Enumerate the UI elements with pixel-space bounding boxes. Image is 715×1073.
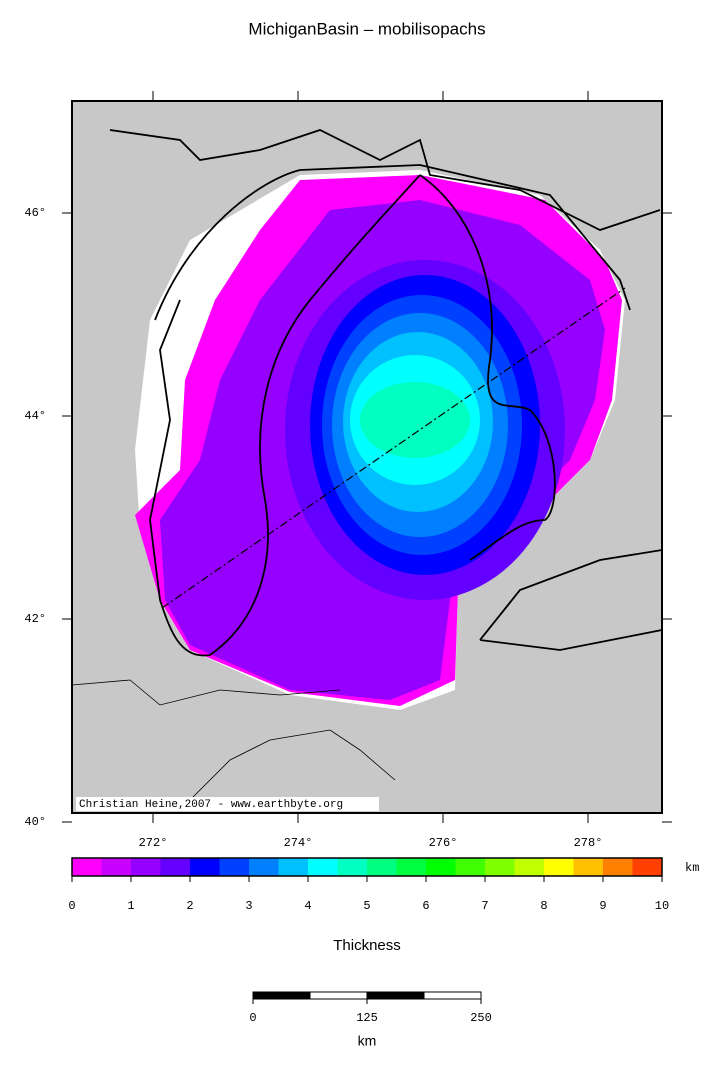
scalebar-tick-label: 125 bbox=[356, 1011, 378, 1025]
colorbar-tick-label: 7 bbox=[481, 899, 488, 913]
scalebar-segment bbox=[423, 991, 482, 1000]
colorbar-swatch bbox=[573, 858, 604, 876]
colorbar-tick-label: 8 bbox=[540, 899, 547, 913]
section-line bbox=[161, 287, 626, 609]
scalebar-tick-label: 250 bbox=[470, 1011, 492, 1025]
lat-tick-label: 42° bbox=[24, 612, 46, 626]
colorbar-swatch bbox=[72, 858, 102, 876]
colorbar-swatch bbox=[396, 858, 427, 876]
isopach-8 bbox=[360, 382, 470, 458]
map-area: Christian Heine,2007 - www.earthbyte.org bbox=[72, 101, 662, 813]
colorbar-swatch bbox=[308, 858, 338, 876]
colorbar-swatch bbox=[160, 858, 191, 876]
colorbar-swatch bbox=[603, 858, 633, 876]
lon-tick-label: 278° bbox=[574, 836, 603, 850]
scalebar-tick-label: 0 bbox=[249, 1011, 256, 1025]
map-frame bbox=[71, 100, 663, 814]
colorbar-swatch bbox=[514, 858, 545, 876]
border bbox=[72, 679, 396, 801]
lon-tick-label: 276° bbox=[429, 836, 458, 850]
colorbar-swatch bbox=[485, 858, 515, 876]
colorbar-swatch bbox=[249, 858, 279, 876]
lon-tick-label: 272° bbox=[139, 836, 168, 850]
scalebar-segment bbox=[366, 991, 425, 1000]
scalebar-unit: km bbox=[358, 1033, 377, 1049]
colorbar-swatch bbox=[426, 858, 456, 876]
colorbar-swatch bbox=[219, 858, 250, 876]
colorbar-tick-label: 0 bbox=[68, 899, 75, 913]
lat-tick-label: 46° bbox=[24, 206, 46, 220]
colorbar-swatch bbox=[632, 858, 663, 876]
colorbar-tick-label: 4 bbox=[304, 899, 311, 913]
colorbar-tick-label: 1 bbox=[127, 899, 134, 913]
colorbar-tick-label: 9 bbox=[599, 899, 606, 913]
scalebar-segment bbox=[309, 991, 368, 1000]
lon-tick-label: 274° bbox=[284, 836, 313, 850]
lat-tick-label: 40° bbox=[24, 815, 46, 829]
colorbar-swatch bbox=[337, 858, 368, 876]
coastline bbox=[109, 129, 662, 657]
lat-tick-label: 44° bbox=[24, 409, 46, 423]
colorbar-tick-label: 5 bbox=[363, 899, 370, 913]
colorbar-swatch bbox=[455, 858, 486, 876]
colorbar-swatch bbox=[367, 858, 397, 876]
credit-box bbox=[76, 797, 379, 811]
colorbar-swatch bbox=[544, 858, 574, 876]
title: MichiganBasin – mobilisopachs bbox=[248, 19, 485, 38]
colorbar-swatch bbox=[131, 858, 161, 876]
colorbar-unit: km bbox=[685, 861, 699, 875]
colorbar-tick-label: 6 bbox=[422, 899, 429, 913]
colorbar-tick-label: 3 bbox=[245, 899, 252, 913]
credit: Christian Heine,2007 - www.earthbyte.org bbox=[79, 799, 343, 811]
colorbar-tick-label: 10 bbox=[655, 899, 669, 913]
colorbar-swatch bbox=[190, 858, 220, 876]
colorbar-swatch bbox=[278, 858, 309, 876]
scalebar-segment bbox=[252, 991, 311, 1000]
colorbar-label: Thickness bbox=[333, 937, 401, 954]
colorbar-swatch bbox=[101, 858, 132, 876]
colorbar-tick-label: 2 bbox=[186, 899, 193, 913]
